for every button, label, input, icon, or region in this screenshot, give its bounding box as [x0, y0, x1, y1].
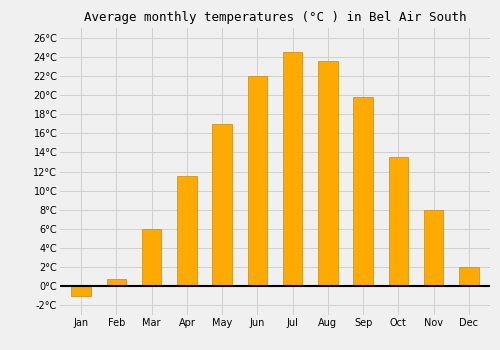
Bar	[106, 279, 126, 286]
Bar	[459, 267, 478, 286]
Title: Average monthly temperatures (°C ) in Bel Air South: Average monthly temperatures (°C ) in Be…	[84, 11, 466, 24]
Bar	[318, 62, 338, 286]
Bar	[424, 210, 444, 286]
Bar	[177, 176, 197, 286]
Bar	[212, 124, 232, 286]
Bar	[283, 52, 302, 286]
Bar	[388, 157, 408, 286]
Bar	[354, 97, 373, 286]
Bar	[72, 286, 91, 296]
Bar	[142, 229, 162, 286]
Bar	[248, 76, 267, 286]
